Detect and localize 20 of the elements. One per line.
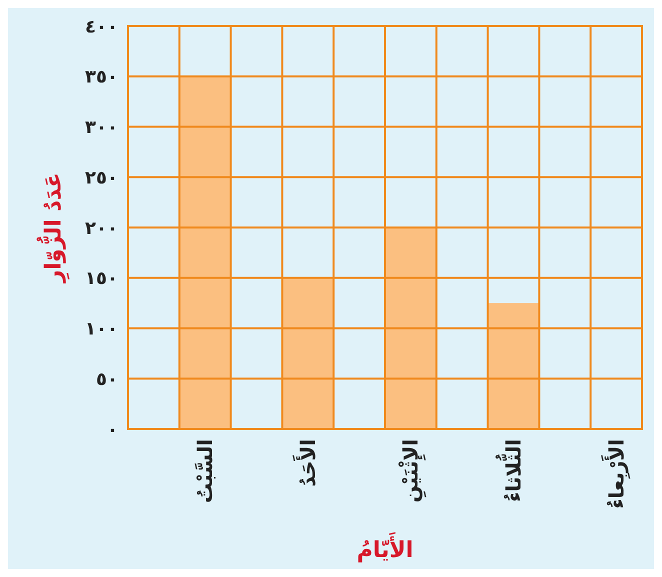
- y-axis-title: عَدَدُ الزُّوّارِ: [36, 172, 71, 284]
- y-tick-label: ٢٠٠: [85, 218, 118, 239]
- x-tick-label: الأَرْبِعاءُ: [600, 439, 630, 509]
- x-axis-title: الأَيّامُ: [356, 532, 414, 563]
- bar: [488, 303, 540, 429]
- x-tick-label: السَّبْتُ: [193, 439, 218, 504]
- y-tick-label: ٣٥٠: [85, 66, 118, 88]
- bar: [385, 228, 436, 429]
- y-tick-label: ٢٥٠: [85, 167, 118, 188]
- y-tick-label: ٥٠: [96, 368, 118, 390]
- bar: [282, 278, 334, 429]
- x-tick-label: الثُّلاثاءُ: [495, 439, 526, 502]
- y-tick-label: ٣٠٠: [85, 117, 118, 138]
- y-tick-label: ٤٠٠: [85, 16, 118, 38]
- y-tick-label: ٠: [107, 419, 118, 440]
- y-tick-label: ١٠٠: [85, 318, 118, 340]
- x-tick-label: الإِثْنَيْنِ: [398, 439, 427, 503]
- x-tick-label: الأَحَدُ: [292, 439, 320, 487]
- y-tick-label: ١٥٠: [85, 268, 118, 290]
- bar: [179, 76, 231, 429]
